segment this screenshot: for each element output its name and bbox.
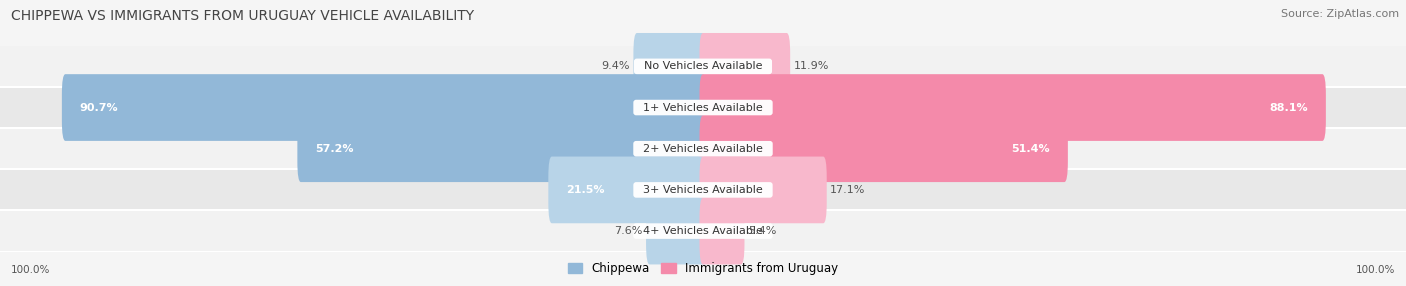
- Text: 100.0%: 100.0%: [11, 265, 51, 275]
- Text: 88.1%: 88.1%: [1270, 103, 1308, 112]
- Text: 11.9%: 11.9%: [793, 61, 830, 71]
- Legend: Chippewa, Immigrants from Uruguay: Chippewa, Immigrants from Uruguay: [562, 258, 844, 280]
- Bar: [0, 128, 1406, 169]
- Bar: [0, 46, 1406, 87]
- Text: Source: ZipAtlas.com: Source: ZipAtlas.com: [1281, 9, 1399, 19]
- Text: 90.7%: 90.7%: [79, 103, 118, 112]
- Text: 9.4%: 9.4%: [602, 61, 630, 71]
- Text: 7.6%: 7.6%: [614, 226, 643, 236]
- FancyBboxPatch shape: [62, 74, 707, 141]
- FancyBboxPatch shape: [298, 115, 707, 182]
- Text: No Vehicles Available: No Vehicles Available: [637, 61, 769, 71]
- Text: 17.1%: 17.1%: [830, 185, 866, 195]
- FancyBboxPatch shape: [633, 33, 707, 100]
- FancyBboxPatch shape: [700, 33, 790, 100]
- Text: 2+ Vehicles Available: 2+ Vehicles Available: [636, 144, 770, 154]
- Text: CHIPPEWA VS IMMIGRANTS FROM URUGUAY VEHICLE AVAILABILITY: CHIPPEWA VS IMMIGRANTS FROM URUGUAY VEHI…: [11, 9, 474, 23]
- Text: 100.0%: 100.0%: [1355, 265, 1395, 275]
- Bar: [0, 169, 1406, 210]
- Text: 1+ Vehicles Available: 1+ Vehicles Available: [636, 103, 770, 112]
- Text: 5.4%: 5.4%: [748, 226, 776, 236]
- FancyBboxPatch shape: [548, 156, 707, 223]
- FancyBboxPatch shape: [700, 156, 827, 223]
- FancyBboxPatch shape: [700, 115, 1069, 182]
- Bar: [0, 87, 1406, 128]
- FancyBboxPatch shape: [647, 198, 707, 265]
- FancyBboxPatch shape: [700, 74, 1326, 141]
- Bar: [0, 210, 1406, 252]
- Text: 4+ Vehicles Available: 4+ Vehicles Available: [636, 226, 770, 236]
- Text: 3+ Vehicles Available: 3+ Vehicles Available: [636, 185, 770, 195]
- FancyBboxPatch shape: [700, 198, 745, 265]
- Text: 57.2%: 57.2%: [315, 144, 353, 154]
- Text: 21.5%: 21.5%: [565, 185, 605, 195]
- Text: 51.4%: 51.4%: [1012, 144, 1050, 154]
